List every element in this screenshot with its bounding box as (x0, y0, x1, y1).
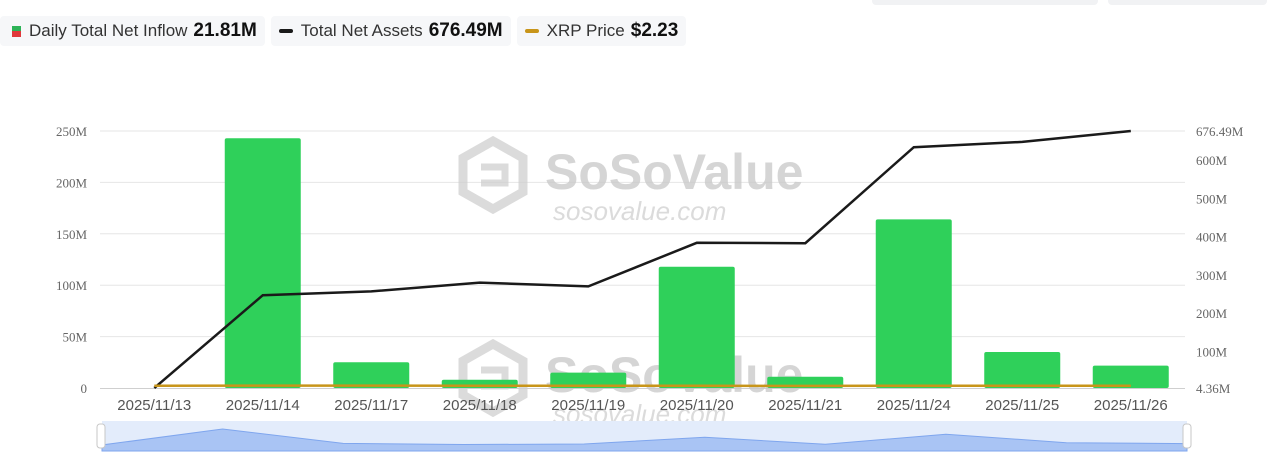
navigator (96, 421, 1192, 452)
left-tick-label: 50M (62, 330, 87, 345)
bar (658, 266, 735, 388)
top-control-1[interactable] (872, 0, 1098, 5)
x-tick-label: 2025/11/18 (443, 397, 517, 414)
bars (224, 138, 1169, 388)
x-tick-label: 2025/11/25 (985, 397, 1059, 414)
bar (333, 362, 410, 388)
bar (875, 219, 952, 388)
x-tick-label: 2025/11/26 (1094, 397, 1168, 414)
x-tick-label: 2025/11/14 (226, 397, 300, 414)
right-tick-label: 100M (1196, 344, 1228, 359)
watermark-logo-icon (458, 338, 528, 418)
legend-label: Daily Total Net Inflow (29, 21, 188, 40)
inflow-swatch-icon (12, 25, 21, 37)
right-tick-label: 300M (1196, 268, 1228, 283)
navigator-handle-left[interactable] (96, 423, 106, 449)
watermark-logo-icon (458, 135, 528, 215)
x-tick-label: 2025/11/24 (877, 397, 951, 414)
legend-value: $2.23 (630, 20, 679, 41)
left-tick-label: 150M (56, 227, 88, 242)
legend-item-total-net-assets[interactable]: Total Net Assets 676.49M (270, 16, 511, 46)
right-axis: 4.36M 100M 200M 300M 400M 500M 600M 676.49M (1196, 124, 1244, 396)
x-tick-label: 2025/11/20 (660, 397, 734, 414)
watermark-site: sosovalue.com (553, 196, 726, 226)
bar (224, 138, 301, 388)
left-tick-label: 200M (56, 175, 88, 190)
bar (984, 352, 1061, 388)
x-tick-label: 2025/11/13 (117, 397, 191, 414)
series-line (153, 129, 1131, 389)
legend-value: 21.81M (193, 20, 257, 41)
legend-label: XRP Price (546, 21, 625, 40)
navigator-handle-right[interactable] (1182, 423, 1192, 449)
top-control-2[interactable] (1108, 0, 1267, 5)
right-tick-label: 676.49M (1196, 124, 1244, 139)
left-axis: 0 50M 100M 150M 200M 250M (56, 124, 88, 396)
left-tick-label: 0 (81, 381, 88, 396)
left-tick-label: 250M (56, 124, 88, 139)
right-tick-label: 400M (1196, 230, 1228, 245)
bar (1092, 365, 1169, 388)
legend-value: 676.49M (428, 20, 503, 41)
line-swatch-icon (524, 29, 539, 33)
legend: Daily Total Net Inflow 21.81M Total Net … (0, 16, 687, 46)
legend-item-daily-net-inflow[interactable]: Daily Total Net Inflow 21.81M (0, 16, 265, 46)
x-axis: 2025/11/13 2025/11/14 2025/11/17 2025/11/18… (117, 397, 1167, 414)
legend-label: Total Net Assets (300, 21, 423, 40)
right-tick-label: 500M (1196, 191, 1228, 206)
x-tick-label: 2025/11/19 (551, 397, 625, 414)
x-tick-label: 2025/11/17 (334, 397, 408, 414)
bar (550, 372, 627, 388)
right-tick-label: 200M (1196, 306, 1228, 321)
watermark-logo-icon (481, 163, 509, 187)
lines (153, 129, 1131, 389)
line-swatch-icon (278, 29, 293, 33)
watermark-brand: SoSoValue (545, 144, 803, 200)
right-tick-label: 600M (1196, 153, 1228, 168)
left-tick-label: 100M (56, 278, 88, 293)
x-tick-label: 2025/11/21 (768, 397, 842, 414)
legend-item-xrp-price[interactable]: XRP Price $2.23 (516, 16, 687, 46)
right-tick-label: 4.36M (1196, 381, 1231, 396)
